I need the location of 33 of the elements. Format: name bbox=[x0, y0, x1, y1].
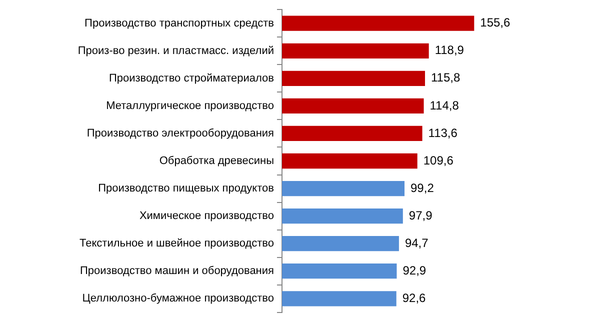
data-label: 94,7 bbox=[404, 236, 429, 250]
data-label: 97,9 bbox=[408, 208, 433, 222]
bar bbox=[282, 126, 422, 142]
bar bbox=[282, 291, 396, 306]
bar bbox=[282, 236, 399, 252]
y-tick-label: Производство пищевых продуктов bbox=[98, 182, 274, 195]
y-tick-label: Производство стройматериалов bbox=[108, 72, 274, 84]
y-tick-label: Произ-во резин. и пластмасс. изделий bbox=[78, 44, 274, 57]
data-label: 155,6 bbox=[480, 16, 511, 30]
y-tick-label: Целлюлозно-бумажное производство bbox=[82, 292, 274, 305]
y-tick-label: Производство транспортных средств bbox=[84, 17, 274, 30]
data-label: 113,6 bbox=[428, 126, 458, 140]
bar bbox=[282, 98, 424, 114]
data-label: 109,6 bbox=[423, 153, 454, 168]
bar bbox=[282, 208, 403, 224]
data-label: 114,8 bbox=[430, 98, 460, 112]
y-tick-label: Металлургическое производство bbox=[106, 100, 274, 112]
data-label: 92,9 bbox=[402, 263, 426, 278]
y-tick-label: Производство электрооборудования bbox=[86, 128, 274, 140]
bar bbox=[282, 70, 426, 86]
data-label: 118,9 bbox=[434, 43, 464, 58]
bar bbox=[282, 264, 397, 279]
bar bbox=[282, 153, 418, 169]
bar bbox=[282, 43, 429, 58]
data-label: 115,8 bbox=[431, 70, 460, 85]
y-tick-label: Производство машин и оборудования bbox=[80, 265, 274, 278]
data-label: 92,6 bbox=[402, 290, 426, 305]
y-tick-label: Химическое производство bbox=[139, 210, 274, 222]
bar bbox=[282, 180, 405, 196]
data-label: 99,2 bbox=[410, 180, 434, 195]
y-tick-label: Обработка древесины bbox=[159, 155, 274, 168]
bar bbox=[282, 16, 474, 31]
y-tick-label: Текстильное и швейное производство bbox=[80, 238, 274, 250]
